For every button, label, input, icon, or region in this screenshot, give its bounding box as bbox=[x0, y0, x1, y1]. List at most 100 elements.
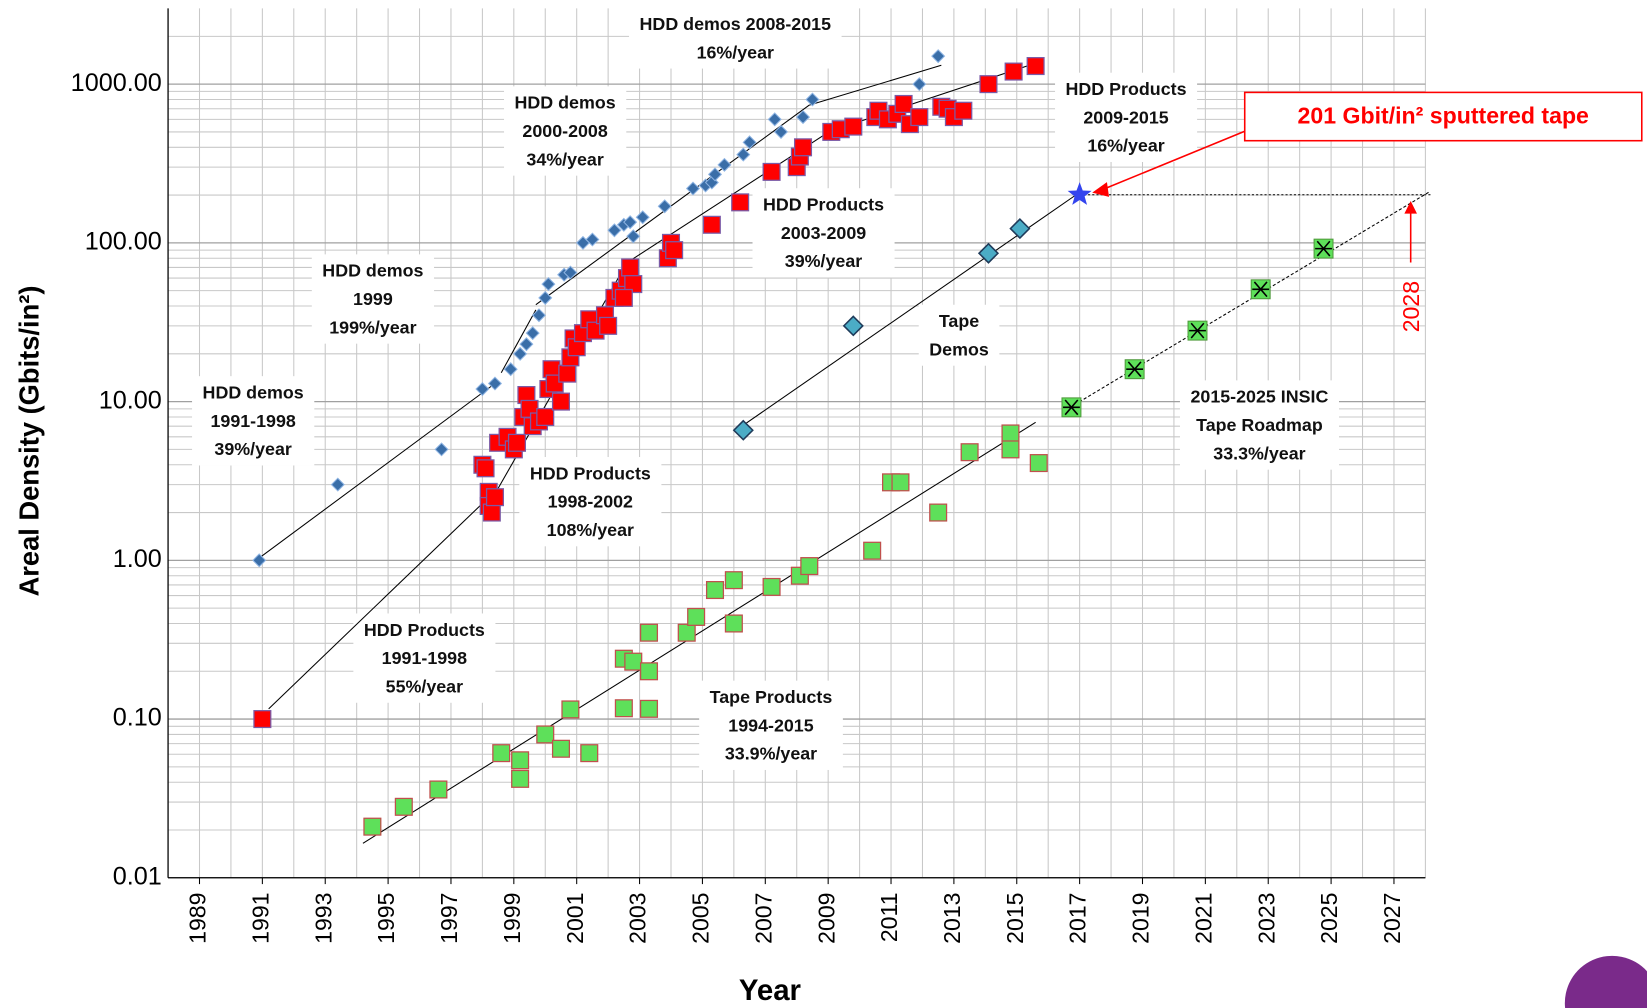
square-marker bbox=[561, 700, 580, 719]
diamond-marker bbox=[773, 124, 789, 139]
square-marker bbox=[558, 364, 577, 383]
trend-line bbox=[268, 487, 499, 710]
diamond-marker bbox=[503, 362, 518, 377]
annotation-text: 108%/year bbox=[547, 520, 634, 540]
square-marker bbox=[614, 288, 633, 307]
annotation-text: HDD Products bbox=[763, 195, 884, 215]
callout-text: 201 Gbit/in² sputtered tape bbox=[1298, 103, 1589, 129]
diamond-marker bbox=[538, 290, 553, 305]
diamond-marker bbox=[434, 442, 449, 457]
square-marker bbox=[954, 101, 973, 120]
x-tick-label: 2025 bbox=[1316, 892, 1342, 943]
annotation-text: 1999 bbox=[353, 289, 393, 309]
y-tick-label: 10.00 bbox=[99, 386, 162, 414]
annotation-text: 2015-2025 INSIC bbox=[1190, 387, 1328, 407]
annotation-box bbox=[353, 613, 496, 703]
x-tick-label: 1989 bbox=[185, 892, 211, 943]
square-marker bbox=[800, 557, 819, 576]
square-marker bbox=[705, 581, 725, 600]
diamond-marker bbox=[513, 346, 528, 361]
annotation-box bbox=[192, 376, 315, 466]
x-tick-label: 2005 bbox=[688, 892, 714, 943]
x-tick-label: 1997 bbox=[436, 892, 462, 943]
diamond-marker bbox=[704, 175, 719, 190]
diamond-marker bbox=[252, 553, 267, 568]
diamond-marker bbox=[657, 199, 672, 214]
annotation-text: 39%/year bbox=[785, 251, 862, 271]
x-tick-label: 2023 bbox=[1253, 892, 1279, 943]
annotation-text: 1991-1998 bbox=[382, 648, 467, 668]
square-marker bbox=[580, 744, 599, 763]
x-tick-label: 2027 bbox=[1379, 892, 1405, 943]
square-marker bbox=[665, 241, 684, 260]
square-marker bbox=[511, 751, 530, 770]
square-marker bbox=[702, 215, 721, 234]
y-tick-label: 0.01 bbox=[113, 862, 162, 890]
square-marker bbox=[687, 607, 706, 626]
square-marker bbox=[1029, 454, 1048, 473]
square-marker bbox=[639, 699, 659, 718]
diamond-marker bbox=[519, 337, 534, 352]
diamond-marker bbox=[767, 112, 782, 127]
diamond-marker bbox=[531, 308, 547, 323]
trend-line bbox=[535, 104, 810, 306]
annotation-text: 1994-2015 bbox=[728, 715, 813, 735]
square-marker bbox=[492, 744, 511, 763]
annotation-text: HDD demos bbox=[322, 261, 423, 281]
annotation-text: 34%/year bbox=[526, 149, 603, 169]
roadmap-marker bbox=[1124, 359, 1145, 380]
annotation-text: 16%/year bbox=[1087, 136, 1164, 156]
annotation-text: 39%/year bbox=[214, 439, 291, 459]
callout-arrow-head bbox=[1092, 182, 1110, 197]
diamond-marker bbox=[717, 157, 732, 172]
diamond-marker bbox=[623, 215, 638, 230]
square-marker bbox=[551, 392, 571, 411]
square-marker bbox=[863, 541, 882, 560]
diamond-marker bbox=[805, 92, 820, 107]
x-tick-label: 2017 bbox=[1065, 892, 1091, 943]
square-marker bbox=[979, 75, 998, 94]
square-marker bbox=[551, 739, 571, 758]
trend-line bbox=[255, 383, 496, 561]
annotation-text: Tape Roadmap bbox=[1196, 415, 1323, 435]
roadmap-asterisk bbox=[1063, 399, 1080, 416]
square-marker bbox=[894, 94, 913, 113]
annotation-box bbox=[699, 680, 843, 770]
y-tick-label: 1000.00 bbox=[71, 69, 162, 97]
square-marker bbox=[639, 623, 659, 642]
square-marker bbox=[536, 725, 555, 744]
diamond-marker bbox=[607, 223, 622, 238]
diamond-marker bbox=[475, 381, 490, 397]
square-marker bbox=[394, 797, 413, 816]
diamond-marker bbox=[563, 265, 578, 280]
annotation-box bbox=[504, 86, 627, 176]
square-marker bbox=[960, 443, 979, 462]
annotation-box bbox=[918, 304, 1000, 366]
annotation-box bbox=[1055, 72, 1198, 163]
square-marker bbox=[910, 108, 929, 127]
diamond-marker bbox=[707, 167, 723, 182]
annotation-text: 2000-2008 bbox=[522, 121, 607, 141]
annotation-text: 2003-2009 bbox=[781, 223, 866, 243]
plot-root: 0.01 0.10 1.00 10.00 100.00 1000.00 1989 1991 19… bbox=[14, 7, 1647, 1008]
square-marker bbox=[929, 503, 948, 522]
roadmap-marker bbox=[1061, 397, 1082, 418]
square-marker bbox=[1001, 440, 1020, 459]
diamond-marker bbox=[1009, 218, 1031, 240]
y-axis-title: Areal Density (Gbits/in²) bbox=[14, 286, 45, 597]
roadmap-asterisk bbox=[1252, 281, 1270, 298]
annotation-text: 55%/year bbox=[386, 676, 463, 696]
diamond-marker bbox=[736, 147, 751, 162]
annotation-text: 33.3%/year bbox=[1213, 443, 1305, 463]
square-marker bbox=[253, 710, 272, 729]
square-marker bbox=[731, 193, 750, 212]
annotation-text: 1998-2002 bbox=[548, 492, 633, 512]
roadmap-marker bbox=[1250, 279, 1271, 300]
y-tick-label: 1.00 bbox=[113, 545, 162, 573]
diamond-marker bbox=[585, 232, 600, 247]
diamond-marker bbox=[931, 49, 946, 64]
square-marker bbox=[639, 662, 659, 681]
diamond-marker bbox=[635, 210, 650, 225]
